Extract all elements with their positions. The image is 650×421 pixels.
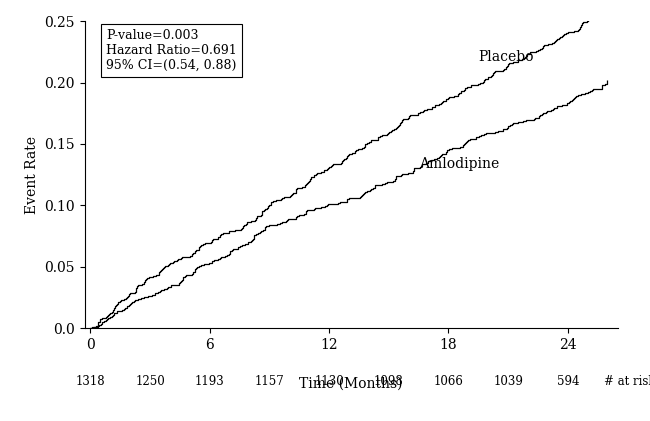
Text: 1318: 1318 [75,375,105,388]
Text: 1193: 1193 [195,375,225,388]
Text: 1157: 1157 [255,375,284,388]
Text: Placebo: Placebo [478,50,534,64]
Y-axis label: Event Rate: Event Rate [25,136,38,214]
Text: 1066: 1066 [434,375,463,388]
Text: 1130: 1130 [314,375,344,388]
Text: P-value=0.003
Hazard Ratio=0.691
95% CI=(0.54, 0.88): P-value=0.003 Hazard Ratio=0.691 95% CI=… [106,29,237,72]
Text: 1039: 1039 [493,375,523,388]
Text: 594: 594 [556,375,579,388]
Text: 1250: 1250 [135,375,165,388]
Text: Amlodipine: Amlodipine [419,157,499,171]
Text: 1098: 1098 [374,375,404,388]
X-axis label: Time (Months): Time (Months) [299,377,403,391]
Text: # at risk: # at risk [604,375,650,388]
